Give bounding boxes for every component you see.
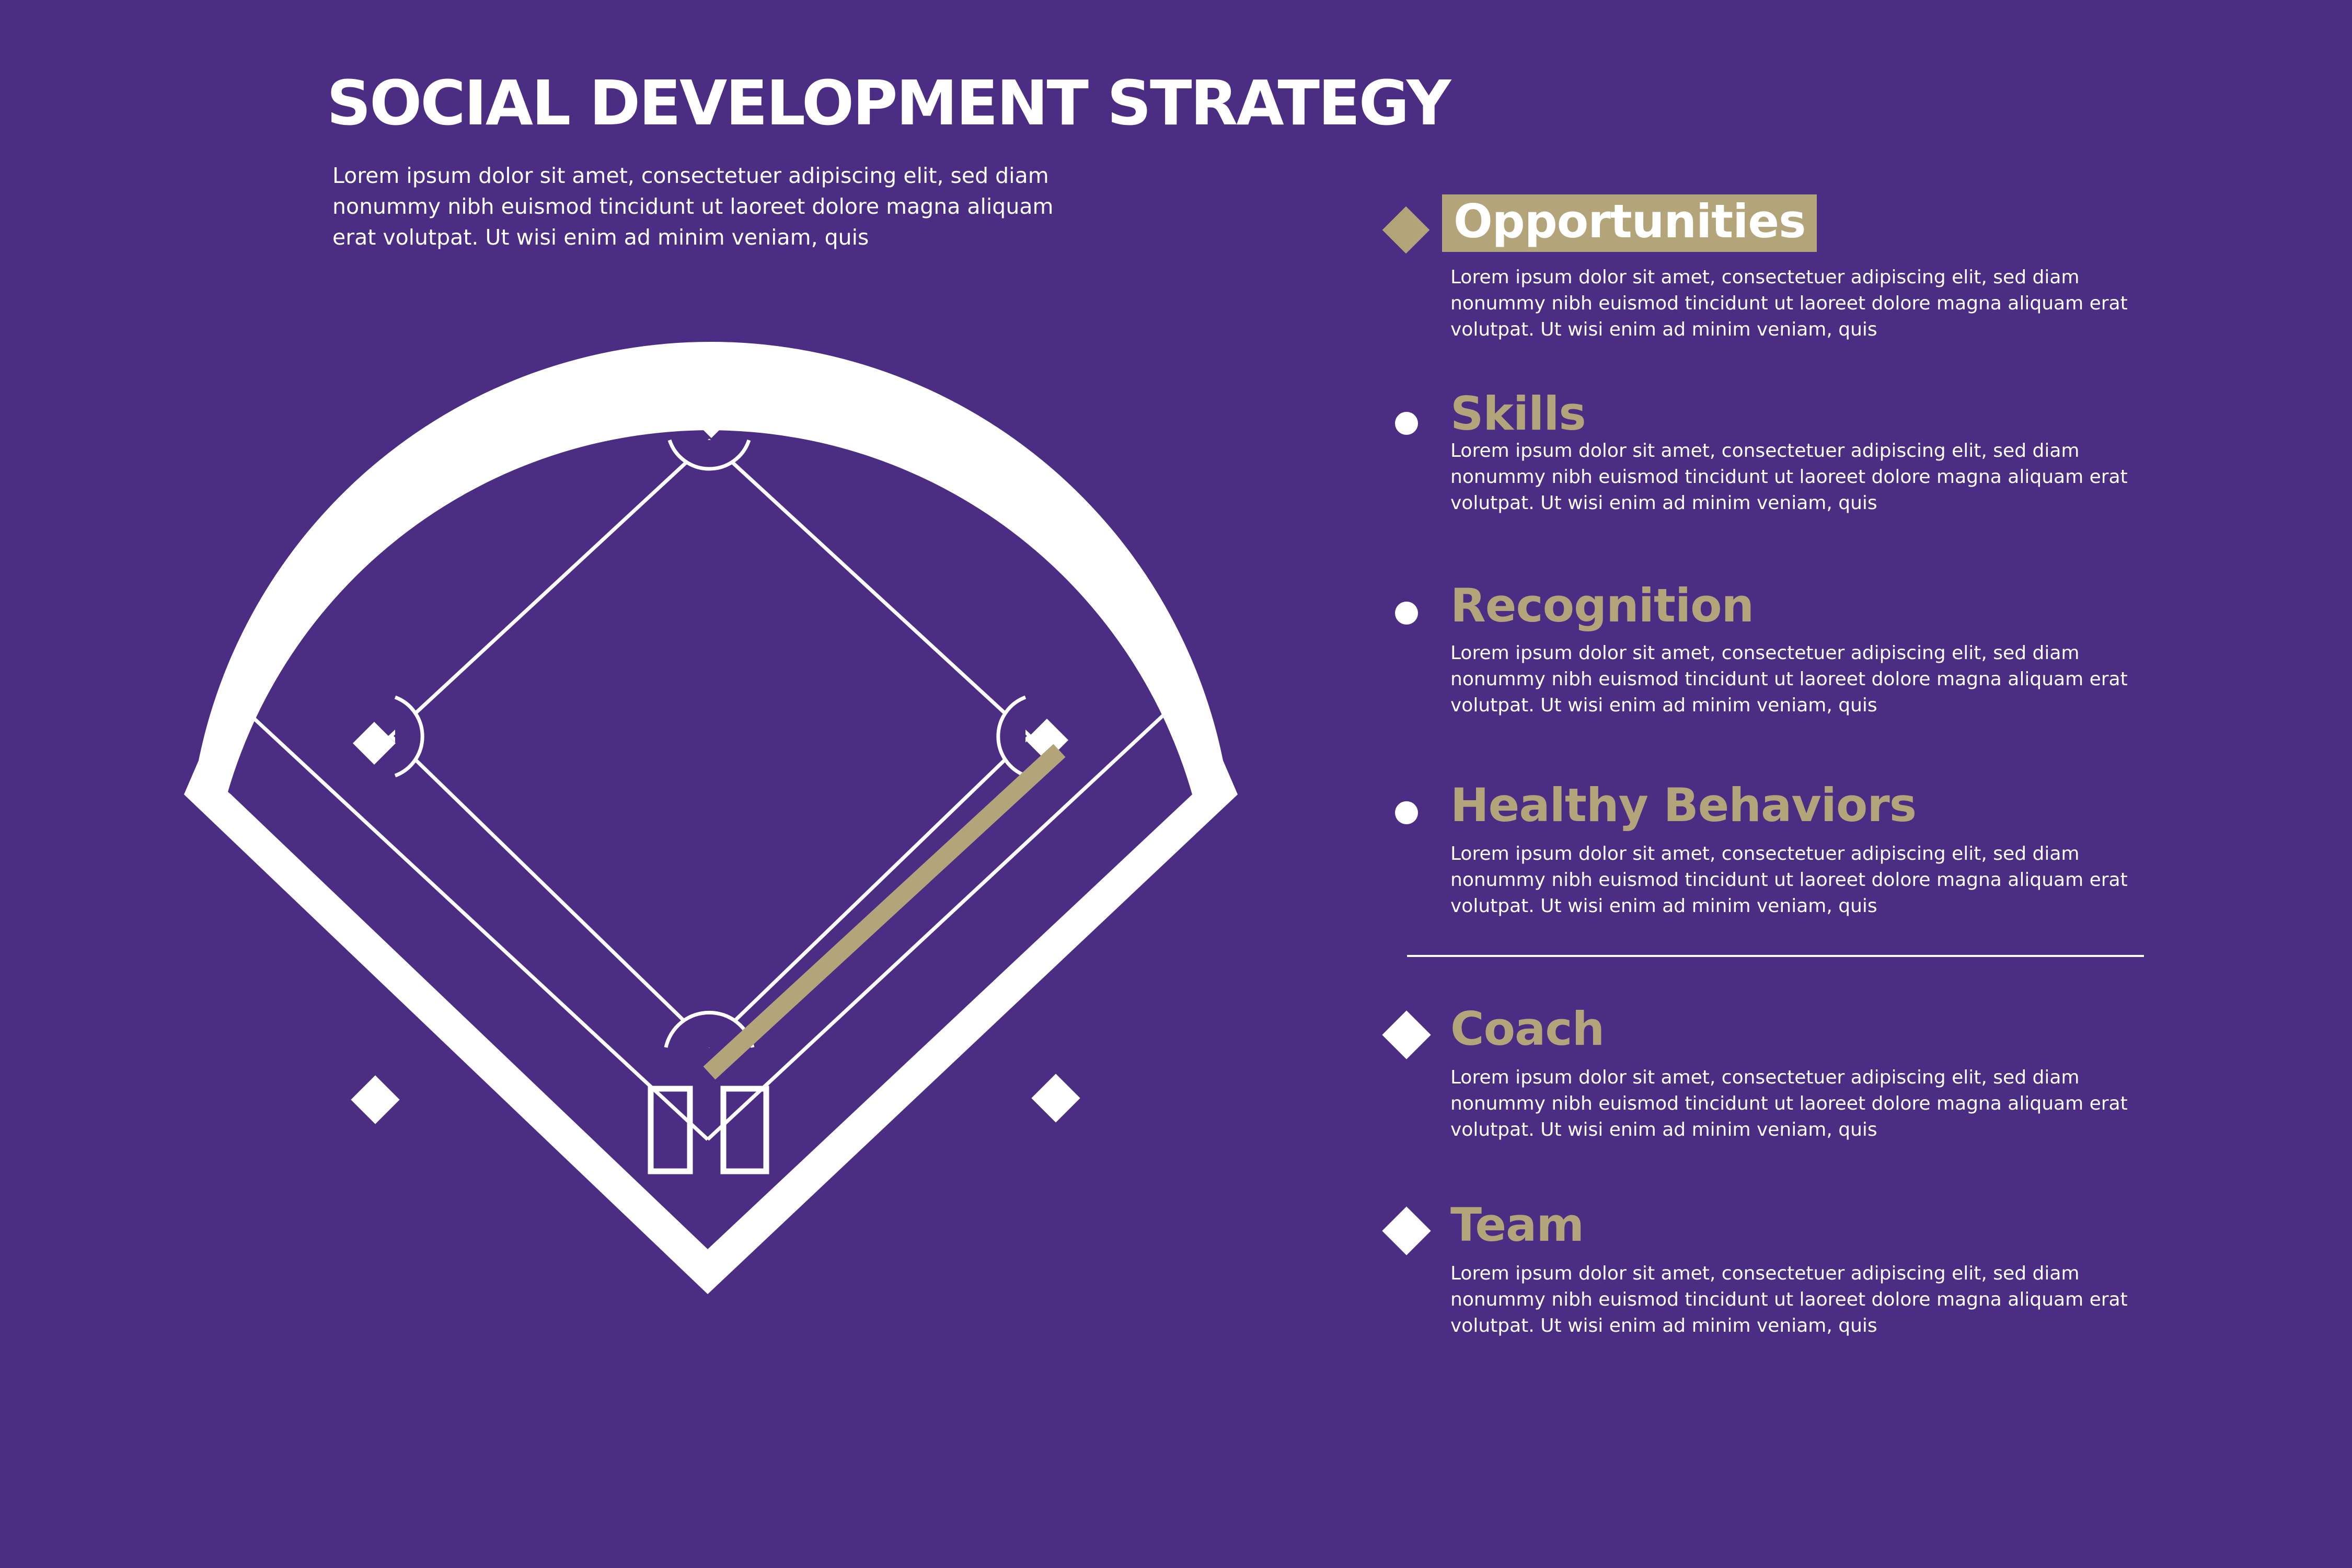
item-heading: Coach xyxy=(1450,1002,1605,1056)
batter-box-left xyxy=(648,1086,693,1174)
outfield-inner xyxy=(228,430,1192,1249)
second-base xyxy=(691,398,732,439)
dot-icon xyxy=(1395,602,1418,625)
foul-line-right xyxy=(706,708,1171,1141)
foul-line-left xyxy=(243,708,709,1141)
item-description: Lorem ipsum dolor sit amet, consectetuer… xyxy=(1450,642,2128,716)
page-title: SOCIAL DEVELOPMENT STRATEGY xyxy=(327,67,1451,139)
item-description: Lorem ipsum dolor sit amet, consectetuer… xyxy=(1450,267,2128,340)
item-description: Lorem ipsum dolor sit amet, consectetuer… xyxy=(1450,843,2128,917)
item-heading: Recognition xyxy=(1450,579,1754,632)
third-base-cutout xyxy=(394,695,424,778)
item-heading: Healthy Behaviors xyxy=(1450,778,1917,832)
third-base xyxy=(352,721,396,765)
right-marker xyxy=(1031,1074,1080,1123)
left-marker xyxy=(351,1075,400,1124)
intro-text: Lorem ipsum dolor sit amet, consectetuer… xyxy=(332,163,1054,250)
item-heading: Skills xyxy=(1450,387,1586,441)
item-heading: Opportunities xyxy=(1442,194,1817,252)
dot-icon xyxy=(1395,801,1418,824)
item-description: Lorem ipsum dolor sit amet, consectetuer… xyxy=(1450,1067,2128,1140)
dot-icon xyxy=(1395,412,1418,435)
bat xyxy=(703,744,1066,1080)
divider xyxy=(1407,955,2144,957)
first-base-cutout xyxy=(996,695,1027,778)
item-description: Lorem ipsum dolor sit amet, consectetuer… xyxy=(1450,440,2128,514)
item-description: Lorem ipsum dolor sit amet, consectetuer… xyxy=(1450,1263,2128,1336)
item-heading: Team xyxy=(1450,1198,1584,1252)
batter-box-right xyxy=(720,1086,769,1174)
second-base-cutout xyxy=(667,439,751,471)
